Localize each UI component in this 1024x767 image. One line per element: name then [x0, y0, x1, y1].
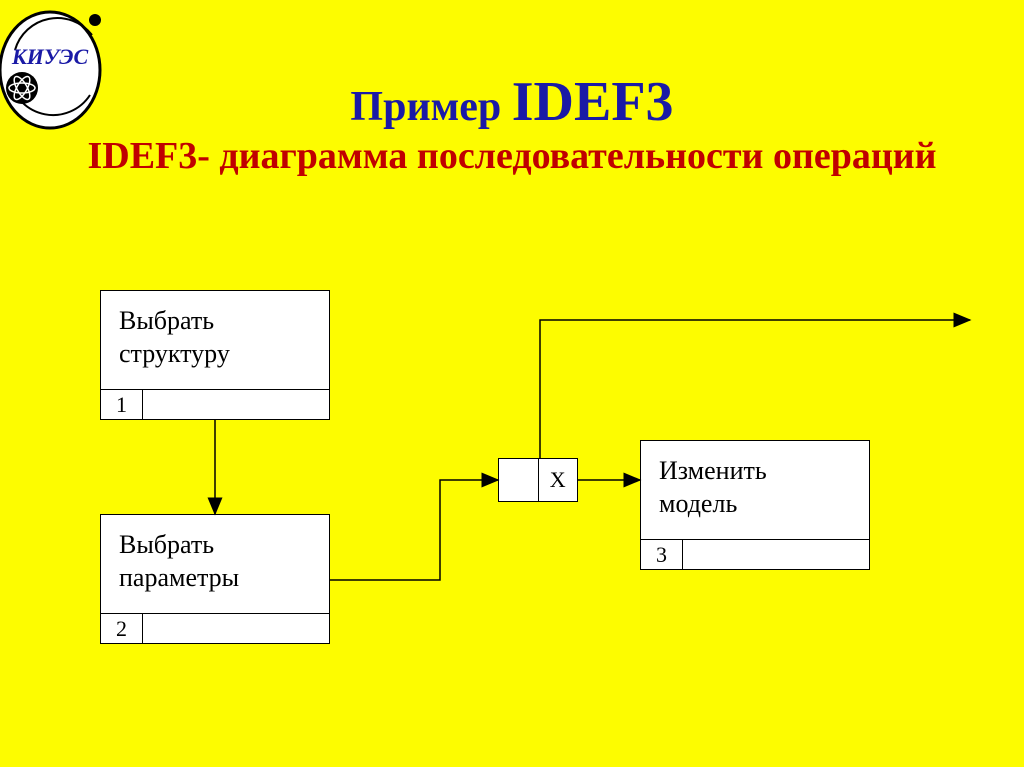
junction-left: [499, 459, 538, 501]
edge-a2-to-junction: [330, 480, 498, 580]
activity-footer: 1: [101, 389, 329, 419]
junction-x: X: [498, 458, 578, 502]
activity-box-1: Выбратьструктуру 1: [100, 290, 330, 420]
activity-number: 3: [641, 540, 683, 569]
slide: КИУЭС Пример IDEF3 IDEF3- диаграмма посл…: [0, 0, 1024, 767]
idef3-diagram: Выбратьструктуру 1 Выбратьпараметры 2 Из…: [0, 0, 1024, 767]
activity-footer: 3: [641, 539, 869, 569]
activity-label: Изменитьмодель: [659, 455, 767, 520]
activity-label: Выбратьструктуру: [119, 305, 230, 370]
activity-label: Выбратьпараметры: [119, 529, 239, 594]
activity-number: 2: [101, 614, 143, 643]
edge-junction-up-out: [540, 320, 970, 458]
activity-number: 1: [101, 390, 143, 419]
junction-right: X: [539, 459, 578, 501]
activity-box-2: Выбратьпараметры 2: [100, 514, 330, 644]
activity-box-3: Изменитьмодель 3: [640, 440, 870, 570]
activity-footer: 2: [101, 613, 329, 643]
